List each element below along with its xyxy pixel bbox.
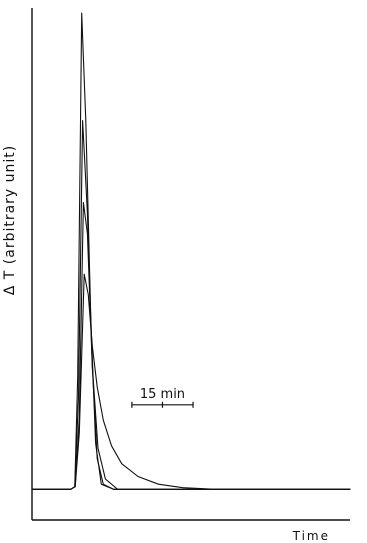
- series-line-4: [31, 273, 351, 490]
- curves: [31, 12, 351, 490]
- x-axis-label: Time: [292, 529, 330, 543]
- axes: [31, 8, 350, 521]
- axis-labels: Time Δ T (arbitrary unit): [2, 145, 330, 543]
- scale-bar: 15 min: [131, 387, 194, 408]
- y-axis-label: Δ T (arbitrary unit): [2, 145, 18, 296]
- scale-bar-label: 15 min: [140, 387, 185, 402]
